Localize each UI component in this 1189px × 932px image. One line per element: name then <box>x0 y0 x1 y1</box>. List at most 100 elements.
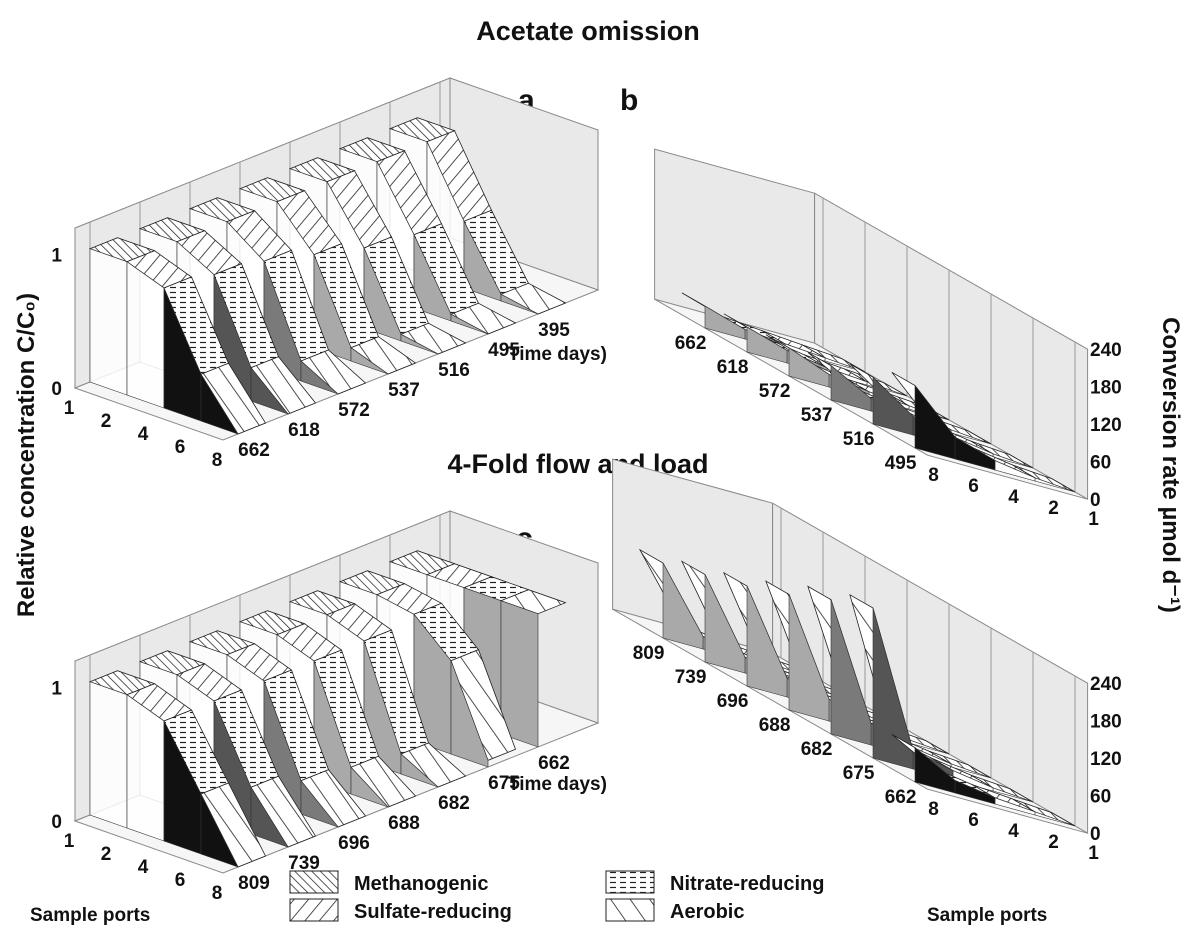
ribbon-face <box>200 793 239 868</box>
legend-label-sulfate-reducing: Sulfate-reducing <box>354 901 512 923</box>
port-tick-label: 6 <box>175 870 186 891</box>
port-tick-label: 6 <box>175 437 186 458</box>
y-tick-label: 180 <box>1090 378 1122 399</box>
time-tick-label: 662 <box>675 333 707 354</box>
time-tick-label: 739 <box>675 667 707 688</box>
time-tick-label: 495 <box>488 340 520 361</box>
ribbon-face <box>872 607 914 770</box>
ribbon-face <box>704 305 746 340</box>
port-tick-label: 6 <box>968 810 979 831</box>
port-tick-label: 1 <box>64 831 75 852</box>
port-tick-label: 4 <box>1008 487 1019 508</box>
port-tick-label: 4 <box>138 424 149 445</box>
right-axis-title: Conversion rate µmol d⁻¹) <box>1157 317 1184 613</box>
time-tick-label: 662 <box>238 440 270 461</box>
ribbon-face <box>250 786 289 848</box>
ribbon-face <box>450 313 489 335</box>
legend-swatch-sulfate-reducing <box>289 898 339 922</box>
series-495 <box>891 371 1076 493</box>
time-tick-label: 537 <box>801 405 833 426</box>
port-tick-label: 8 <box>212 450 223 471</box>
ribbon-face <box>400 333 439 355</box>
panel-b: 662 618 572 537 516 495 1 2 4 6 8 0 60 120 180 240 <box>654 148 1122 530</box>
port-tick-label: 2 <box>1048 498 1059 519</box>
y-tick-label: 60 <box>1090 787 1111 808</box>
time-tick-label: 516 <box>843 429 875 450</box>
y-tick-label: 0 <box>1090 490 1101 511</box>
ribbon-face <box>300 779 339 828</box>
ribbon-face <box>500 293 539 315</box>
time-tick-label: 739 <box>288 853 320 874</box>
top-title: Acetate omission <box>476 16 700 46</box>
ribbon-face <box>746 585 788 698</box>
y-tick-label: 0 <box>51 379 62 400</box>
legend-item-nitrate-reducing: Nitrate-reducing <box>605 870 824 895</box>
port-tick-label: 8 <box>928 465 939 486</box>
time-tick-label: 688 <box>759 715 791 736</box>
ribbon-face <box>89 681 128 829</box>
port-tick-label: 2 <box>101 411 112 432</box>
time-tick-label: 688 <box>388 813 420 834</box>
y-tick-label: 0 <box>1090 824 1101 845</box>
port-tick-label: 2 <box>101 844 112 865</box>
ribbon-face <box>350 766 389 808</box>
time-tick-label: 537 <box>388 380 420 401</box>
ribbon-face <box>500 600 539 748</box>
panel-letter-b: b <box>620 84 638 117</box>
sample-ports-label-right: Sample ports <box>927 905 1047 926</box>
legend-swatch-methanogenic <box>289 870 339 894</box>
ribbon-face <box>704 574 746 674</box>
time-tick-label: 572 <box>338 400 370 421</box>
ribbon-face <box>662 562 704 650</box>
ribbon-face <box>788 594 830 722</box>
port-tick-label: 2 <box>1048 832 1059 853</box>
series-662 <box>891 734 1076 827</box>
y-tick-label: 240 <box>1090 340 1122 361</box>
legend-swatch-nitrate-reducing <box>605 870 655 894</box>
legend-label-aerobic: Aerobic <box>670 901 744 923</box>
ribbon-face <box>914 746 956 794</box>
ribbon-face <box>872 376 914 436</box>
ribbon-face <box>914 384 956 460</box>
y-tick-label: 0 <box>51 812 62 833</box>
ribbon-face <box>450 660 489 768</box>
time-label-top: Time days) <box>508 344 607 365</box>
time-tick-label: 618 <box>288 420 320 441</box>
port-tick-label: 8 <box>928 799 939 820</box>
time-tick-label: 395 <box>538 320 570 341</box>
time-tick-label: 516 <box>438 360 470 381</box>
legend-item-sulfate-reducing: Sulfate-reducing <box>289 898 512 923</box>
time-tick-label: 682 <box>438 793 470 814</box>
ribbon-face <box>788 347 830 388</box>
time-tick-label: 662 <box>538 753 570 774</box>
time-tick-label: 675 <box>843 763 875 784</box>
sample-ports-label-left: Sample ports <box>30 905 150 926</box>
y-tick-label: 1 <box>51 246 62 267</box>
port-tick-label: 1 <box>64 398 75 419</box>
y-tick-label: 180 <box>1090 712 1122 733</box>
time-label-bottom: Time days) <box>508 774 607 795</box>
ribbon-face <box>200 373 239 435</box>
panels: 3954955165375726186621246801662618572537… <box>51 77 1122 904</box>
time-tick-label: 696 <box>338 833 370 854</box>
time-tick-label: 675 <box>488 773 520 794</box>
ribbon-face <box>830 364 872 412</box>
time-tick-label: 809 <box>633 643 665 664</box>
time-tick-label: 809 <box>238 873 270 894</box>
legend-label-nitrate-reducing: Nitrate-reducing <box>670 873 824 895</box>
y-tick-label: 1 <box>51 679 62 700</box>
ribbon-face <box>830 599 872 746</box>
time-tick-label: 572 <box>759 381 791 402</box>
series-809 <box>88 670 267 868</box>
time-tick-label: 696 <box>717 691 749 712</box>
back-wall <box>654 148 816 344</box>
ribbon-face <box>300 360 339 395</box>
port-tick-label: 1 <box>1088 843 1099 864</box>
y-tick-label: 240 <box>1090 674 1122 695</box>
time-tick-label: 495 <box>885 453 917 474</box>
port-tick-label: 8 <box>212 883 223 904</box>
